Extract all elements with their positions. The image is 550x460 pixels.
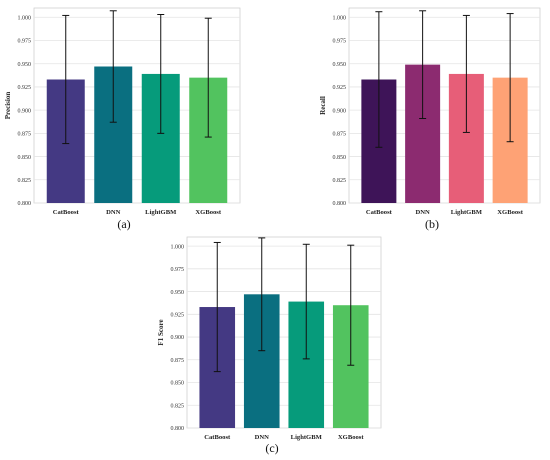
y-tick-label: 1.000 bbox=[171, 244, 185, 250]
x-tick-label: CatBoost bbox=[53, 209, 80, 216]
y-tick-label: 0.875 bbox=[171, 358, 185, 364]
y-tick-label: 0.950 bbox=[333, 62, 347, 68]
panel-a: 0.800 0.825 0.850 0.875 0.900 0.925 0.950 0.975… bbox=[4, 7, 241, 231]
y-axis-label: Precision bbox=[4, 92, 12, 120]
y-tick-label: 0.800 bbox=[171, 426, 185, 432]
x-tick-label: CatBoost bbox=[366, 209, 393, 216]
x-tick-label: DNN bbox=[415, 209, 430, 216]
y-tick-label: 0.850 bbox=[333, 155, 347, 161]
x-tick-label: XGBoost bbox=[338, 434, 364, 441]
y-tick-label: 0.900 bbox=[333, 108, 347, 114]
y-tick-label: 0.975 bbox=[333, 39, 347, 45]
x-tick-label: DNN bbox=[106, 209, 121, 216]
x-tick-label: CatBoost bbox=[204, 434, 231, 441]
x-tick-label: DNN bbox=[255, 434, 270, 441]
y-tick-label: 0.950 bbox=[18, 62, 32, 68]
x-tick-label: XGBoost bbox=[497, 209, 523, 216]
y-tick-label: 0.800 bbox=[333, 201, 347, 207]
y-tick-label: 0.975 bbox=[18, 39, 32, 45]
panel-caption: (a) bbox=[117, 217, 130, 231]
y-tick-label: 0.975 bbox=[171, 267, 185, 273]
y-tick-label: 0.950 bbox=[171, 290, 185, 296]
panel-c: 0.800 0.825 0.850 0.875 0.900 0.925 0.950 0.975… bbox=[157, 236, 382, 455]
panel-caption: (b) bbox=[425, 217, 439, 231]
x-tick-label: LightGBM bbox=[291, 434, 323, 441]
y-tick-label: 0.850 bbox=[18, 155, 32, 161]
panel-b: 0.800 0.825 0.850 0.875 0.900 0.925 0.950 0.975… bbox=[319, 7, 541, 231]
y-tick-label: 0.850 bbox=[171, 381, 185, 387]
y-tick-label: 0.875 bbox=[333, 132, 347, 138]
y-tick-label: 1.000 bbox=[18, 15, 32, 21]
y-tick-label: 1.000 bbox=[333, 15, 347, 21]
x-tick-label: XGBoost bbox=[195, 209, 221, 216]
y-tick-label: 0.800 bbox=[18, 201, 32, 207]
y-tick-label: 0.925 bbox=[333, 85, 347, 91]
x-tick-label: LightGBM bbox=[145, 209, 177, 216]
y-tick-label: 0.825 bbox=[171, 403, 185, 409]
y-tick-label: 0.875 bbox=[18, 132, 32, 138]
y-axis-label: Recall bbox=[319, 96, 327, 115]
y-tick-label: 0.925 bbox=[18, 85, 32, 91]
x-tick-label: LightGBM bbox=[451, 209, 483, 216]
y-tick-label: 0.925 bbox=[171, 313, 185, 319]
y-axis-label: F1 Score bbox=[157, 319, 165, 345]
y-tick-label: 0.900 bbox=[18, 108, 32, 114]
y-tick-label: 0.900 bbox=[171, 335, 185, 341]
y-tick-label: 0.825 bbox=[18, 178, 32, 184]
panel-caption: (c) bbox=[265, 441, 278, 455]
y-tick-label: 0.825 bbox=[333, 178, 347, 184]
